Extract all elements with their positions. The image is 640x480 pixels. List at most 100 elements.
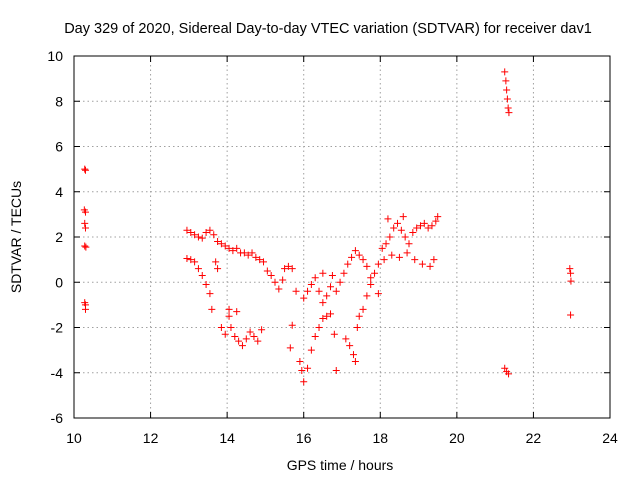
data-point-0-141 <box>504 104 512 112</box>
data-point-0-49 <box>212 258 220 266</box>
data-point-0-138 <box>502 77 510 85</box>
data-point-0-52 <box>221 330 229 338</box>
y-tick-label-6: 6 <box>55 139 63 155</box>
data-point-0-122 <box>428 222 436 230</box>
data-point-0-124 <box>380 256 388 264</box>
data-point-0-113 <box>394 219 402 227</box>
data-point-0-125 <box>388 251 396 259</box>
data-point-0-17 <box>206 226 214 234</box>
data-point-0-26 <box>240 249 248 257</box>
data-point-0-47 <box>206 290 214 298</box>
data-point-0-46 <box>202 281 210 289</box>
data-point-0-127 <box>403 249 411 257</box>
data-point-0-24 <box>233 244 241 252</box>
data-point-0-117 <box>409 228 417 236</box>
data-point-0-51 <box>217 324 225 331</box>
y-tick-label-3: 0 <box>55 274 63 290</box>
data-point-0-86 <box>327 283 335 291</box>
data-point-0-78 <box>332 366 340 374</box>
data-point-0-146 <box>566 265 574 273</box>
data-point-0-29 <box>252 253 260 261</box>
data-point-0-7 <box>82 243 90 251</box>
grid <box>74 56 610 418</box>
data-point-0-96 <box>363 262 371 270</box>
data-point-0-50 <box>214 265 222 273</box>
data-point-0-19 <box>214 238 222 246</box>
data-point-0-107 <box>371 269 379 277</box>
data-point-0-63 <box>225 305 233 313</box>
data-point-0-81 <box>307 281 315 289</box>
data-point-0-82 <box>311 274 319 282</box>
y-tick-label-1: -4 <box>51 365 64 381</box>
data-point-0-76 <box>327 310 335 318</box>
data-point-0-20 <box>217 240 225 248</box>
data-point-0-92 <box>348 253 356 261</box>
y-tick-label-8: 10 <box>47 48 63 64</box>
data-point-0-0 <box>81 165 89 173</box>
data-point-0-102 <box>353 324 361 331</box>
data-point-0-87 <box>328 271 336 279</box>
data-point-0-42 <box>187 256 195 264</box>
y-tick-label-7: 8 <box>55 93 63 109</box>
data-point-0-119 <box>416 222 424 230</box>
data-point-0-36 <box>279 276 287 284</box>
data-point-0-75 <box>323 312 331 320</box>
data-point-0-120 <box>420 219 428 227</box>
data-point-0-13 <box>191 231 199 239</box>
data-point-0-21 <box>221 242 229 250</box>
data-point-0-11 <box>183 226 191 234</box>
data-point-0-39 <box>288 265 296 273</box>
data-point-0-59 <box>246 328 254 336</box>
x-tick-label-2: 14 <box>219 430 235 446</box>
data-point-0-10 <box>81 305 89 313</box>
data-point-0-88 <box>332 287 340 295</box>
x-tick-label-0: 10 <box>66 430 82 446</box>
data-point-0-100 <box>349 351 357 359</box>
data-point-0-114 <box>397 226 405 234</box>
data-point-0-69 <box>300 378 308 386</box>
data-point-0-56 <box>235 337 243 345</box>
data-point-0-85 <box>323 292 331 300</box>
x-tick-label-7: 24 <box>602 430 618 446</box>
data-point-0-38 <box>284 262 292 270</box>
data-point-0-118 <box>413 224 421 232</box>
data-point-0-95 <box>359 256 367 264</box>
data-point-0-139 <box>503 86 511 94</box>
data-point-0-37 <box>281 265 289 273</box>
data-point-0-105 <box>363 292 371 300</box>
data-point-0-109 <box>378 244 386 252</box>
data-point-0-77 <box>330 330 338 338</box>
data-point-0-148 <box>567 277 575 285</box>
data-point-0-44 <box>194 265 202 273</box>
data-point-0-66 <box>288 321 296 329</box>
data-point-0-54 <box>227 324 235 331</box>
data-point-0-91 <box>344 260 352 268</box>
data-point-0-137 <box>501 68 509 76</box>
data-point-0-133 <box>374 290 382 298</box>
data-point-0-71 <box>307 346 315 354</box>
data-point-0-12 <box>187 228 195 236</box>
y-axis-label: SDTVAR / TECUs <box>8 181 24 293</box>
data-point-0-97 <box>319 269 327 277</box>
data-point-0-135 <box>399 213 407 221</box>
data-point-0-68 <box>298 366 306 374</box>
y-tick-label-5: 4 <box>55 184 63 200</box>
y-tick-label-4: 2 <box>55 229 63 245</box>
x-tick-label-4: 18 <box>372 430 388 446</box>
data-point-0-83 <box>315 287 323 295</box>
data-point-0-99 <box>346 342 354 350</box>
data-point-0-106 <box>367 281 375 289</box>
data-point-0-70 <box>304 364 312 372</box>
data-point-0-18 <box>210 231 218 239</box>
data-point-0-43 <box>191 258 199 266</box>
data-point-0-94 <box>355 251 363 259</box>
x-tick-label-6: 22 <box>526 430 542 446</box>
data-point-0-58 <box>242 335 250 343</box>
y-tick-label-0: -6 <box>51 410 64 426</box>
data-point-0-140 <box>503 95 511 103</box>
data-point-0-101 <box>351 357 359 365</box>
x-tick-label-3: 16 <box>296 430 312 446</box>
data-point-0-67 <box>296 357 304 365</box>
